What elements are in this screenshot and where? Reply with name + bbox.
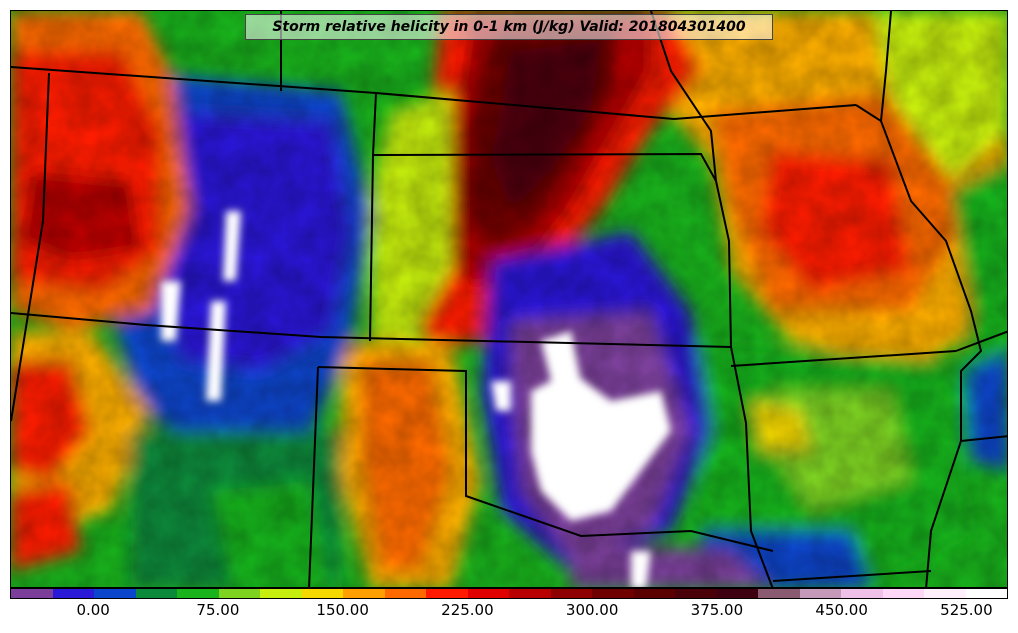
colorbar-tick-label: 150.00 (316, 601, 369, 619)
colorbar-segment (550, 589, 592, 598)
state-boundaries (11, 11, 1007, 587)
colorbar-segment (467, 589, 509, 598)
colorbar-segment (675, 589, 717, 598)
colorbar-segment (716, 589, 758, 598)
colorbar-tick-label: 525.00 (940, 601, 993, 619)
colorbar-segment (633, 589, 675, 598)
colorbar-segment (11, 589, 53, 598)
colorbar-segment (177, 589, 219, 598)
colorbar-tick-label: 225.00 (441, 601, 494, 619)
colorbar-segment (509, 589, 551, 598)
colorbar-segment (965, 589, 1007, 598)
colorbar-tick-label: 0.00 (76, 601, 110, 619)
colorbar-segment (94, 589, 136, 598)
colorbar-segment (882, 589, 924, 598)
colorbar-segment (592, 589, 634, 598)
colorbar-segment (799, 589, 841, 598)
colorbar-segment (301, 589, 343, 598)
colorbar-segment (218, 589, 260, 598)
colorbar-segment (384, 589, 426, 598)
map-panel[interactable] (10, 10, 1008, 588)
colorbar-tick-label: 300.00 (565, 601, 619, 619)
colorbar-segment (758, 589, 800, 598)
colorbar-segment (841, 589, 883, 598)
colorbar-tick-label: 75.00 (196, 601, 240, 619)
field-texture (11, 11, 1007, 587)
map-title: Storm relative helicity in 0-1 km (J/kg)… (245, 14, 773, 40)
field-min-features (161, 211, 671, 587)
colorbar-segment (924, 589, 966, 598)
colorbar-labels: 0.00 75.00 150.00 225.00 300.00 375.00 450.00 5… (10, 601, 1008, 623)
colorbar-segment (135, 589, 177, 598)
colorbar (10, 588, 1008, 599)
colorbar-tick-label: 450.00 (815, 601, 868, 619)
colorbar-segment (52, 589, 94, 598)
helicity-map (11, 11, 1007, 587)
colorbar-segment (260, 589, 302, 598)
colorbar-segment (343, 589, 385, 598)
colorbar-tick-label: 375.00 (690, 601, 744, 619)
colorbar-segment (426, 589, 468, 598)
